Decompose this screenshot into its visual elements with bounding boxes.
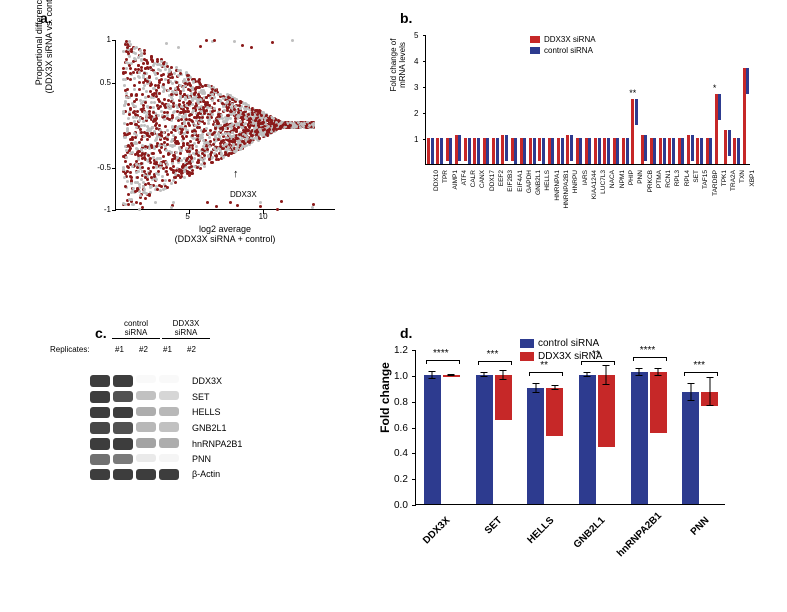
- wb-band: [90, 438, 110, 450]
- wb-protein-label: PNN: [192, 454, 211, 464]
- wb-band: [90, 454, 110, 465]
- lane-header: #2: [139, 345, 159, 354]
- wb-lane-headers: #1 #2 #1 #2: [115, 345, 207, 354]
- annotation-text: DDX3X: [230, 190, 257, 199]
- lane-header: #1: [115, 345, 135, 354]
- wb-row: HELLS: [90, 407, 242, 419]
- group-header-text: control siRNA: [124, 319, 148, 337]
- bar-control: [476, 375, 493, 504]
- legend-item: DDX3X siRNA: [520, 351, 602, 362]
- bar-chart-d-area: 0.00.20.40.60.81.01.2****DDX3X***SET**HE…: [415, 350, 725, 505]
- bar-control: [682, 392, 699, 504]
- xlabel-text: log2 average (DDX3X siRNA + control): [175, 224, 276, 244]
- lane-header: #1: [163, 345, 183, 354]
- wb-band: [136, 375, 156, 383]
- legend-b: DDX3X siRNA control siRNA: [530, 35, 596, 55]
- wb-band: [136, 407, 156, 417]
- group-header-text: DDX3X siRNA: [173, 319, 200, 337]
- wb-row: PNN: [90, 454, 242, 465]
- legend-swatch: [520, 352, 534, 361]
- wb-protein-label: SET: [192, 392, 210, 402]
- panel-d-ylabel: Fold change: [378, 320, 392, 475]
- legend-swatch: [530, 36, 540, 43]
- legend-d: control siRNA DDX3X siRNA: [520, 338, 602, 362]
- wb-band: [159, 375, 179, 383]
- wb-band: [90, 407, 110, 419]
- panel-a-xlabel: log2 average (DDX3X siRNA + control): [115, 225, 335, 245]
- wb-band: [113, 469, 133, 481]
- wb-band: [136, 422, 156, 431]
- replicates-label: Replicates:: [50, 345, 90, 354]
- wb-band: [90, 422, 110, 434]
- wb-protein-label: hnRNPA2B1: [192, 439, 242, 449]
- wb-band: [159, 391, 179, 400]
- bar-control: [424, 375, 441, 504]
- wb-band: [113, 422, 133, 433]
- wb-group-header: DDX3X siRNA: [162, 320, 210, 339]
- panel-a-scatter: Proportional difference (DDX3X siRNA vs.…: [40, 15, 350, 250]
- bar-ddx3x: [650, 372, 667, 433]
- wb-row: GNB2L1: [90, 422, 242, 434]
- wb-band: [136, 438, 156, 448]
- ddx3x-annotation: ↑ DDX3X: [230, 190, 257, 199]
- ylabel-text-b: Fold change of mRNA levels: [389, 39, 407, 92]
- bar-ddx3x: [598, 375, 615, 447]
- legend-label: control siRNA: [544, 46, 593, 55]
- bar-control: [631, 372, 648, 504]
- wb-protein-label: DDX3X: [192, 376, 222, 386]
- wb-band: [136, 391, 156, 400]
- legend-label: control siRNA: [538, 338, 599, 349]
- wb-band: [90, 375, 110, 387]
- wb-row: hnRNPA2B1: [90, 438, 242, 450]
- bar-control: [579, 375, 596, 504]
- wb-band: [159, 438, 179, 448]
- wb-band: [113, 391, 133, 402]
- wb-row: SET: [90, 391, 242, 403]
- wb-protein-label: β-Actin: [192, 469, 220, 479]
- wb-group-headers: control siRNA DDX3X siRNA: [112, 320, 210, 339]
- ylabel-text: Proportional difference (DDX3X siRNA vs.…: [34, 0, 54, 94]
- panel-c-western-blot: Replicates: control siRNA DDX3X siRNA #1…: [70, 320, 330, 590]
- wb-protein-label: GNB2L1: [192, 423, 227, 433]
- scatter-plot-area: 510-1-0.50.51: [115, 40, 335, 210]
- wb-band: [113, 454, 133, 465]
- bar-ddx3x: [495, 375, 512, 420]
- wb-row: DDX3X: [90, 375, 242, 387]
- legend-item: DDX3X siRNA: [530, 35, 596, 44]
- wb-row: β-Actin: [90, 469, 242, 481]
- wb-protein-label: HELLS: [192, 407, 221, 417]
- wb-band: [159, 454, 179, 462]
- bar-ddx3x: [546, 388, 563, 436]
- bar-control: [527, 388, 544, 504]
- lane-header: #2: [187, 345, 207, 354]
- legend-item: control siRNA: [520, 338, 602, 349]
- wb-band: [159, 422, 179, 431]
- panel-a-ylabel: Proportional difference (DDX3X siRNA vs.…: [35, 0, 55, 125]
- wb-band: [159, 407, 179, 416]
- wb-band: [136, 469, 156, 481]
- wb-band: [113, 375, 133, 387]
- wb-band: [90, 469, 110, 481]
- panel-b-ylabel: Fold change of mRNA levels: [390, 0, 408, 130]
- legend-swatch: [520, 339, 534, 348]
- wb-band: [113, 438, 133, 450]
- panel-d-barchart: Fold change 0.00.20.40.60.81.01.2****DDX…: [360, 320, 760, 590]
- panel-b-barchart: Fold change of mRNA levels 12345DDX10TPR…: [390, 15, 760, 250]
- legend-label: DDX3X siRNA: [538, 351, 602, 362]
- wb-band: [159, 469, 179, 481]
- wb-band: [90, 391, 110, 403]
- wb-rows: DDX3X SET HELLS GNB2L1 hnRNPA2B1 PNN β-Actin: [90, 375, 242, 484]
- wb-band: [136, 454, 156, 462]
- legend-swatch: [530, 47, 540, 54]
- legend-item: control siRNA: [530, 46, 596, 55]
- wb-band: [113, 407, 133, 419]
- legend-label: DDX3X siRNA: [544, 35, 596, 44]
- bar-ddx3x: [701, 392, 718, 406]
- wb-group-header: control siRNA: [112, 320, 160, 339]
- bar-ddx3x: [443, 375, 460, 378]
